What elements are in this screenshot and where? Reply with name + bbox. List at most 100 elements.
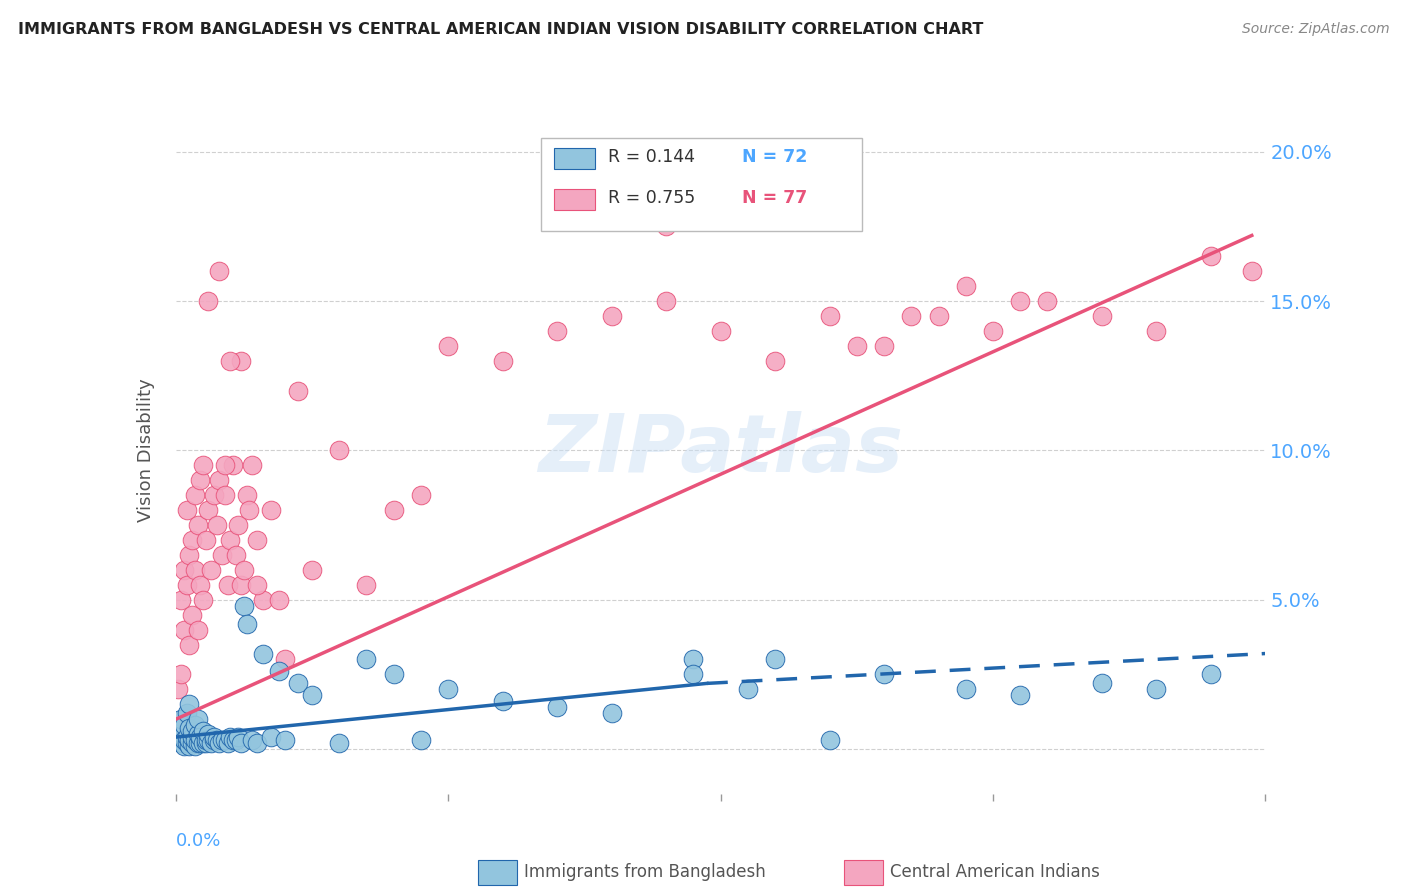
FancyBboxPatch shape bbox=[541, 138, 862, 231]
Point bbox=[170, 736, 193, 750]
Point bbox=[208, 473, 231, 487]
Point bbox=[214, 733, 236, 747]
Point bbox=[225, 733, 247, 747]
Point bbox=[301, 689, 323, 703]
Point bbox=[232, 599, 254, 613]
Point bbox=[188, 473, 211, 487]
Point bbox=[202, 730, 225, 744]
Point bbox=[170, 712, 193, 726]
Point bbox=[240, 733, 263, 747]
Point bbox=[328, 736, 350, 750]
Point bbox=[202, 488, 225, 502]
FancyBboxPatch shape bbox=[554, 189, 595, 211]
Point bbox=[981, 324, 1004, 338]
Point bbox=[269, 665, 291, 679]
Point bbox=[194, 533, 217, 547]
Point bbox=[873, 339, 896, 353]
Point bbox=[1240, 264, 1263, 278]
Point bbox=[1199, 249, 1222, 263]
Point bbox=[246, 578, 269, 592]
Point bbox=[186, 727, 209, 741]
Point bbox=[184, 563, 207, 577]
Point bbox=[437, 682, 460, 697]
Point bbox=[232, 563, 254, 577]
Point bbox=[191, 736, 214, 750]
Point bbox=[382, 503, 405, 517]
Point bbox=[208, 264, 231, 278]
Point bbox=[179, 739, 201, 753]
Text: Immigrants from Bangladesh: Immigrants from Bangladesh bbox=[524, 863, 766, 881]
Text: 0.0%: 0.0% bbox=[176, 831, 221, 850]
Point bbox=[214, 458, 236, 473]
Point bbox=[301, 563, 323, 577]
Point bbox=[186, 518, 209, 533]
Y-axis label: Vision Disability: Vision Disability bbox=[136, 378, 155, 523]
Point bbox=[176, 736, 198, 750]
Point bbox=[179, 733, 201, 747]
Point bbox=[235, 488, 257, 502]
Text: IMMIGRANTS FROM BANGLADESH VS CENTRAL AMERICAN INDIAN VISION DISABILITY CORRELAT: IMMIGRANTS FROM BANGLADESH VS CENTRAL AM… bbox=[18, 22, 984, 37]
Point bbox=[228, 518, 250, 533]
Point bbox=[181, 730, 204, 744]
Point bbox=[492, 694, 515, 708]
Point bbox=[763, 354, 786, 368]
Point bbox=[208, 736, 231, 750]
Point bbox=[600, 309, 623, 323]
Text: N = 72: N = 72 bbox=[742, 148, 807, 166]
Point bbox=[228, 730, 250, 744]
Point bbox=[219, 354, 242, 368]
Point bbox=[200, 563, 222, 577]
Point bbox=[188, 578, 211, 592]
Point bbox=[409, 733, 432, 747]
Text: R = 0.755: R = 0.755 bbox=[609, 189, 696, 207]
Point bbox=[217, 578, 239, 592]
Point bbox=[186, 736, 209, 750]
Point bbox=[269, 592, 291, 607]
Point bbox=[173, 623, 195, 637]
Point bbox=[219, 730, 242, 744]
Point bbox=[211, 733, 233, 747]
Point bbox=[546, 324, 568, 338]
Point bbox=[356, 652, 378, 666]
Point bbox=[197, 727, 219, 741]
Point bbox=[437, 339, 460, 353]
Point bbox=[211, 548, 233, 562]
Point bbox=[179, 548, 201, 562]
Point bbox=[235, 616, 257, 631]
Point bbox=[191, 592, 214, 607]
Point bbox=[217, 736, 239, 750]
Point bbox=[194, 733, 217, 747]
Point bbox=[1199, 667, 1222, 681]
Point bbox=[252, 592, 274, 607]
Point bbox=[173, 733, 195, 747]
FancyBboxPatch shape bbox=[554, 148, 595, 169]
Point bbox=[222, 733, 245, 747]
Point bbox=[225, 548, 247, 562]
Point bbox=[194, 736, 217, 750]
Point bbox=[181, 533, 204, 547]
Point bbox=[173, 563, 195, 577]
Point bbox=[682, 667, 704, 681]
Point bbox=[287, 384, 309, 398]
Point bbox=[186, 712, 209, 726]
Text: Central American Indians: Central American Indians bbox=[890, 863, 1099, 881]
Point bbox=[202, 733, 225, 747]
Point bbox=[763, 160, 786, 174]
Point bbox=[238, 503, 260, 517]
Point bbox=[1091, 309, 1114, 323]
Point bbox=[184, 733, 207, 747]
Point bbox=[900, 309, 922, 323]
Point bbox=[1010, 689, 1032, 703]
Point bbox=[170, 667, 193, 681]
Point bbox=[205, 518, 228, 533]
Point bbox=[710, 324, 733, 338]
Point bbox=[240, 458, 263, 473]
Point bbox=[184, 739, 207, 753]
Point bbox=[928, 309, 950, 323]
Point bbox=[173, 739, 195, 753]
Point bbox=[197, 733, 219, 747]
Text: N = 77: N = 77 bbox=[742, 189, 807, 207]
Point bbox=[231, 354, 253, 368]
Point bbox=[167, 727, 190, 741]
Point bbox=[492, 354, 515, 368]
